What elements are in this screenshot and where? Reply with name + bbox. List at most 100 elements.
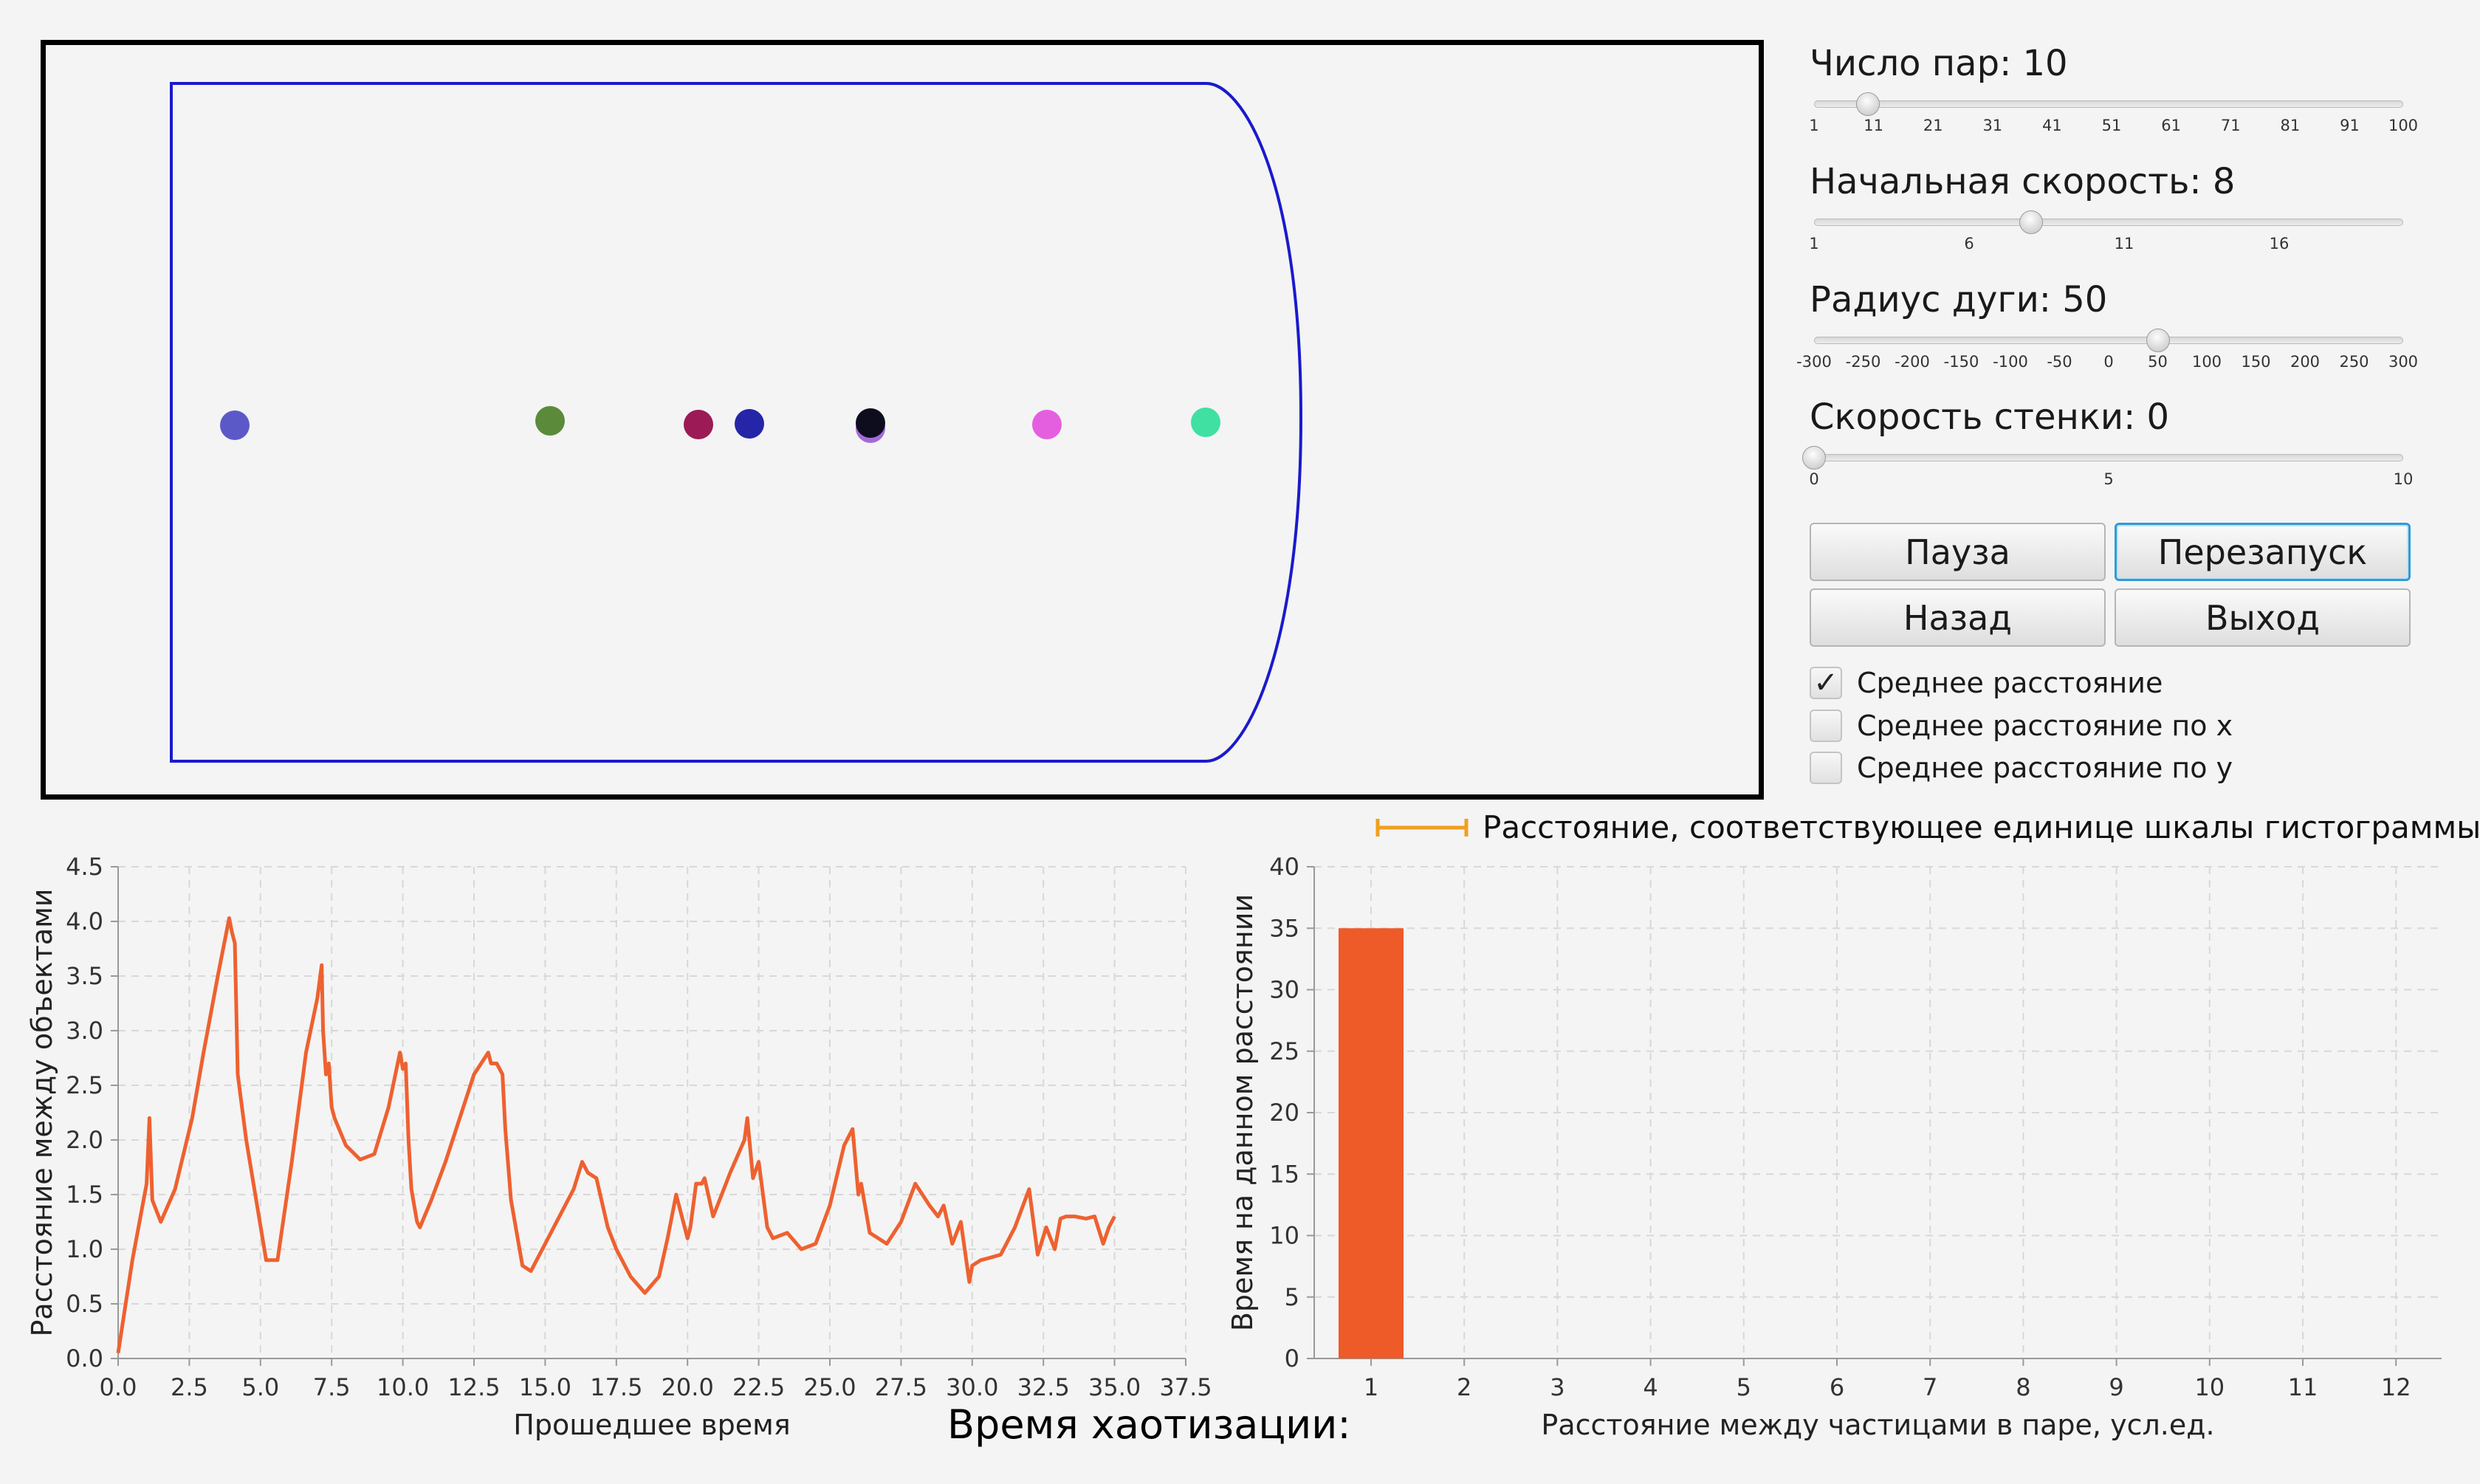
x-tick-label: 1 — [1364, 1373, 1378, 1401]
slider-thumb[interactable] — [2019, 210, 2043, 234]
slider-tick-label: 11 — [1864, 117, 1883, 134]
histogram-legend: Расстояние, соответствующее единице шкал… — [1375, 809, 2480, 845]
y-tick-label: 4.5 — [66, 853, 103, 881]
slider-value: 10 — [2022, 43, 2068, 84]
slider-track[interactable] — [1814, 454, 2403, 461]
x-tick-label: 2.5 — [171, 1373, 208, 1401]
slider-track[interactable] — [1814, 100, 2403, 108]
slider-tick-label: 50 — [2148, 353, 2168, 371]
x-tick-label: 22.5 — [732, 1373, 785, 1401]
x-tick-label: 17.5 — [590, 1373, 642, 1401]
checkbox-box[interactable] — [1810, 710, 1842, 742]
x-tick-label: 2 — [1457, 1373, 1471, 1401]
x-tick-label: 35.0 — [1088, 1373, 1141, 1401]
y-tick-label: 0 — [1285, 1344, 1299, 1373]
y-tick-label: 35 — [1269, 914, 1299, 942]
slider-tick-label: 100 — [2191, 353, 2222, 371]
y-tick-label: 15 — [1269, 1160, 1299, 1188]
slider-tick-label: 21 — [1923, 117, 1943, 134]
slider-track[interactable] — [1814, 219, 2403, 226]
x-tick-label: 30.0 — [946, 1373, 998, 1401]
exit-button[interactable]: Выход — [2115, 588, 2411, 647]
x-tick-label: 32.5 — [1017, 1373, 1070, 1401]
y-tick-label: 5 — [1285, 1283, 1299, 1311]
slider-tick-label: -250 — [1845, 353, 1881, 371]
slider-track[interactable] — [1814, 337, 2403, 344]
scale-unit-icon — [1375, 818, 1469, 837]
back-button[interactable]: Назад — [1810, 588, 2106, 647]
x-tick-label: 12.5 — [447, 1373, 500, 1401]
checkbox-avg-distance-x[interactable]: Среднее расстояние по x — [1810, 710, 2233, 742]
slider-label-text: Начальная скорость: — [1810, 161, 2213, 202]
y-tick-label: 3.5 — [66, 962, 103, 990]
slider-tick-label: 5 — [2103, 470, 2114, 488]
y-tick-label: 0.5 — [66, 1290, 103, 1318]
checkbox-avg-distance-y[interactable]: Среднее расстояние по y — [1810, 752, 2233, 784]
x-tick-label: 3 — [1550, 1373, 1564, 1401]
slider-tick-label: 150 — [2241, 353, 2271, 371]
restart-button[interactable]: Перезапуск — [2115, 523, 2411, 581]
slider-tick-label: 11 — [2114, 235, 2134, 253]
y-tick-label: 2.0 — [66, 1126, 103, 1154]
x-tick-label: 11 — [2288, 1373, 2318, 1401]
slider-label: Скорость стенки: 0 — [1810, 396, 2169, 438]
slider-label: Начальная скорость: 8 — [1810, 161, 2235, 202]
simulation-canvas — [41, 40, 1764, 800]
chaotization-time-label: Время хаотизации: — [947, 1401, 1351, 1448]
checkbox-label: Среднее расстояние по y — [1857, 752, 2233, 784]
slider-tick-label: 51 — [2101, 117, 2122, 134]
x-tick-label: 7.5 — [313, 1373, 351, 1401]
slider-label-text: Радиус дуги: — [1810, 279, 2063, 320]
pause-button[interactable]: Пауза — [1810, 523, 2106, 581]
x-tick-label: 7 — [1923, 1373, 1937, 1401]
histogram-bar — [1339, 928, 1404, 1358]
x-tick-label: 10 — [2194, 1373, 2225, 1401]
x-tick-label: 20.0 — [662, 1373, 714, 1401]
slider-tick-label: -200 — [1895, 353, 1930, 371]
slider-label: Радиус дуги: 50 — [1810, 279, 2107, 320]
checkmark-icon: ✓ — [1813, 666, 1838, 700]
slider-tick-label: 16 — [2269, 235, 2290, 253]
simulation-svg — [170, 82, 1303, 763]
slider-tick-label: 250 — [2339, 353, 2369, 371]
x-tick-label: 27.5 — [875, 1373, 927, 1401]
y-axis-label: Расстояние между объектами — [26, 889, 58, 1337]
checkbox-box[interactable]: ✓ — [1810, 667, 1842, 699]
x-tick-label: 4 — [1643, 1373, 1658, 1401]
x-axis-label: Прошедшее время — [513, 1409, 790, 1441]
y-tick-label: 0.0 — [66, 1344, 103, 1373]
slider-value: 8 — [2212, 161, 2236, 202]
x-tick-label: 5.0 — [241, 1373, 279, 1401]
checkbox-avg-distance[interactable]: ✓ Среднее расстояние — [1810, 667, 2163, 699]
x-tick-label: 10.0 — [377, 1373, 429, 1401]
slider-tick-label: 0 — [1809, 470, 1819, 488]
slider-thumb[interactable] — [2146, 329, 2170, 352]
y-tick-label: 25 — [1269, 1037, 1299, 1065]
x-tick-label: 37.5 — [1159, 1373, 1211, 1401]
checkbox-box[interactable] — [1810, 752, 1842, 784]
y-tick-label: 4.0 — [66, 907, 103, 935]
y-tick-label: 30 — [1269, 976, 1299, 1004]
y-tick-label: 3.0 — [66, 1017, 103, 1045]
slider-tick-label: 0 — [2103, 353, 2114, 371]
distance-line-chart: 0.0 2.5 5.0 7.5 10.0 12.5 15.0 17.5 20.0 22.5 25.0… — [26, 853, 1211, 1441]
particle — [1191, 408, 1220, 437]
slider-tick-label: 31 — [1982, 117, 2003, 134]
y-tick-label: 2.5 — [66, 1071, 103, 1099]
particle — [684, 410, 713, 439]
checkbox-label: Среднее расстояние по x — [1857, 710, 2233, 742]
slider-tick-label: -100 — [1993, 353, 2028, 371]
y-tick-label: 10 — [1269, 1222, 1299, 1250]
slider-tick-label: 1 — [1809, 117, 1819, 134]
slider-tick-label: 6 — [1964, 235, 1974, 253]
slider-thumb[interactable] — [1802, 446, 1826, 470]
particle — [535, 406, 565, 436]
x-tick-label: 5 — [1737, 1373, 1751, 1401]
y-axis-label: Время на данном расстоянии — [1226, 894, 1259, 1331]
slider-label-text: Скорость стенки: — [1810, 396, 2147, 438]
slider-tick-label: -150 — [1943, 353, 1979, 371]
slider-thumb[interactable] — [1855, 92, 1880, 116]
slider-tick-label: -300 — [1796, 353, 1832, 371]
slider-tick-label: 61 — [2161, 117, 2181, 134]
slider-tick-label: 1 — [1809, 235, 1819, 253]
